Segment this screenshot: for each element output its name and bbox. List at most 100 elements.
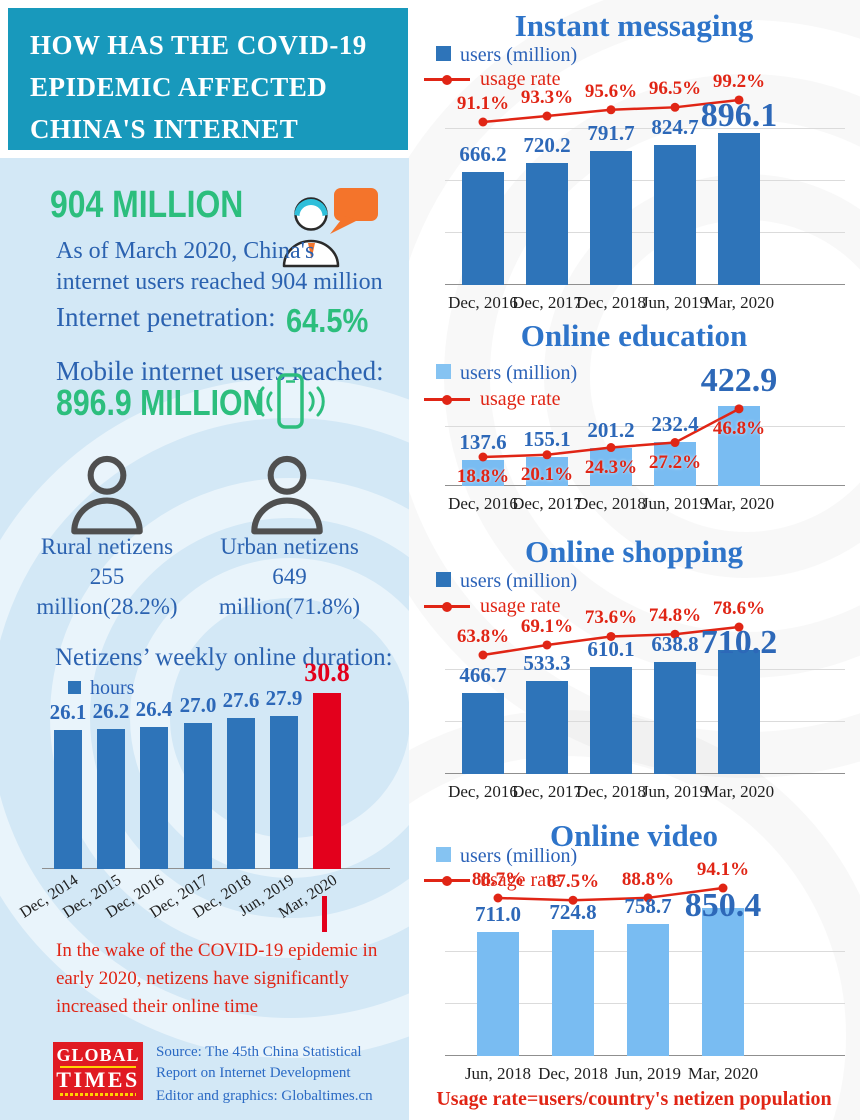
bar xyxy=(477,932,519,1056)
usage-rate-label: 46.8% xyxy=(712,417,766,439)
weekly-duration-chart: 26.1 26.2 26.4 27.0 27.6 27.9 30.8 Dec, 2014 Dec… xyxy=(17,658,390,922)
urban-line: 649 million(71.8%) xyxy=(218,564,361,619)
hours-legend-label: hours xyxy=(90,677,135,699)
category-label: Jun, 2019 xyxy=(641,782,709,801)
usage-rate-label: 88.7% xyxy=(471,869,525,890)
rural-line: 255 million(28.2%) xyxy=(36,564,178,619)
intro-text: As of March 2020, China's internet users… xyxy=(56,236,383,298)
usage-rate-definition: Usage rate=users/country's netizen popul… xyxy=(436,1088,832,1110)
bar xyxy=(313,693,341,869)
bar xyxy=(627,924,669,1056)
intro-line: internet users reached 904 million xyxy=(56,269,383,295)
usage-rate-dot xyxy=(734,404,744,414)
usage-rate-dot xyxy=(643,893,653,903)
urban-line: Urban netizens xyxy=(220,534,359,559)
usage-rate-label: 69.1% xyxy=(520,615,574,637)
red-pointer-line xyxy=(322,896,327,932)
usage-rate-dot xyxy=(670,438,680,448)
global-times-logo: GLOBAL TIMES xyxy=(53,1042,143,1100)
usage-rate-label: 88.8% xyxy=(621,868,675,890)
category-label: Dec, 2017 xyxy=(512,494,582,513)
bar xyxy=(718,133,760,285)
chart-title: Online shopping xyxy=(525,534,743,569)
usage-rate-line xyxy=(493,883,728,905)
total-users-number: 904 MILLION xyxy=(50,184,244,226)
usage-rate-dot xyxy=(734,95,744,105)
rural-line: Rural netizens xyxy=(40,534,174,559)
bar xyxy=(654,145,696,285)
usage-rate-dot xyxy=(606,105,616,115)
bar-value-label: 155.1 xyxy=(523,426,571,451)
gridline xyxy=(445,180,845,181)
category-label: Dec, 2018 xyxy=(538,1064,608,1083)
bar-value-label: 711.0 xyxy=(474,902,522,927)
bar xyxy=(718,650,760,774)
usage-rate-label: 95.6% xyxy=(584,80,638,102)
bar xyxy=(97,728,125,869)
chart-title: Online video xyxy=(550,818,718,853)
note-line: increased their online time xyxy=(56,996,259,1017)
usage-rate-dot xyxy=(606,631,616,641)
mobile-users-number: 896.9 MILLION xyxy=(56,382,265,423)
usage-rate-label: 24.3% xyxy=(584,456,638,478)
bar-value-label: 137.6 xyxy=(459,429,507,454)
usage-rate-legend: usage rate xyxy=(424,595,561,618)
bar xyxy=(526,162,568,285)
usage-rate-label: 27.2% xyxy=(648,451,702,473)
logo-rule xyxy=(60,1066,136,1068)
plot-area: 666.2 720.2 791.7 824.7 896.1 91.1% 93.3% 95.6%… xyxy=(445,71,845,312)
usage-rate-dot xyxy=(478,117,488,127)
usage-rate-label: 73.6% xyxy=(584,607,638,629)
users-legend: users (million) xyxy=(436,570,577,593)
gridline xyxy=(445,128,845,129)
bar-value-label: 720.2 xyxy=(523,132,571,157)
source-line: Report on Internet Development xyxy=(156,1065,351,1081)
usage-rate-label: 96.5% xyxy=(648,78,702,100)
bar xyxy=(526,456,568,486)
usage-rate-label: 20.1% xyxy=(520,463,574,485)
bar xyxy=(526,680,568,774)
usage-rate-dot xyxy=(670,629,680,639)
usage-rate-dot xyxy=(670,102,680,112)
bar xyxy=(227,718,255,869)
note-line: In the wake of the COVID-19 epidemic in xyxy=(56,940,378,961)
rural-person-icon xyxy=(71,455,143,535)
usage-rate-legend: usage rate xyxy=(424,68,561,91)
bar xyxy=(462,692,504,774)
usage-rate-label: 94.1% xyxy=(696,859,750,881)
urban-person-icon xyxy=(251,455,323,535)
bar-value-label: 27.0 xyxy=(179,692,217,717)
penetration-label: Internet penetration: xyxy=(56,302,276,332)
gridline xyxy=(445,721,845,722)
category-label: Jun, 2019 xyxy=(641,293,709,312)
bar xyxy=(184,722,212,869)
bar xyxy=(140,727,168,869)
bar-value-label: 710.2 xyxy=(700,624,778,661)
usage-rate-line xyxy=(478,95,744,127)
credits: Source: The 45th China Statistical Repor… xyxy=(156,1042,396,1107)
bar xyxy=(590,447,632,486)
gridline xyxy=(445,426,845,427)
users-legend: users (million) xyxy=(436,44,577,67)
penetration-row: Internet penetration: 64.5% xyxy=(56,302,368,339)
gridline xyxy=(445,669,845,670)
usage-rate-legend: usage rate xyxy=(424,869,561,892)
rural-netizens-label: Rural netizens 255 million(28.2%) xyxy=(22,532,192,622)
weekly-duration-title: Netizens’ weekly online duration: xyxy=(55,644,393,671)
category-label: Dec, 2016 xyxy=(448,782,518,801)
bar xyxy=(54,729,82,869)
hours-legend-swatch xyxy=(68,681,81,695)
axis-line xyxy=(445,773,845,774)
mobile-phone-icon xyxy=(256,373,325,429)
usage-rate-dot xyxy=(493,893,503,903)
users-legend-swatch xyxy=(436,364,451,380)
usage-rate-line-sample xyxy=(424,394,470,405)
users-legend: users (million) xyxy=(436,845,577,868)
usage-rate-dot xyxy=(568,895,578,905)
instant-messaging-chart: Instant messaging users (million) usage … xyxy=(408,8,860,314)
bar-value-label: 824.7 xyxy=(651,115,699,140)
category-label: Mar, 2020 xyxy=(703,782,775,801)
urban-netizens-label: Urban netizens 649 million(71.8%) xyxy=(202,532,377,622)
usage-rate-legend: usage rate xyxy=(424,388,561,411)
source-line: Source: The 45th China Statistical xyxy=(156,1044,362,1060)
